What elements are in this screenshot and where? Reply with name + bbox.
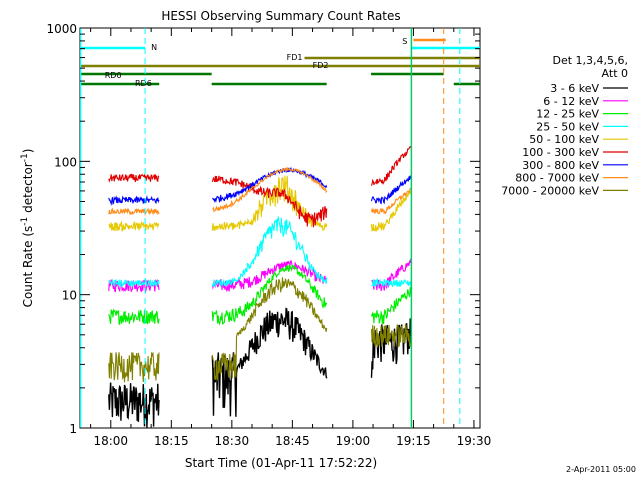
y-tick-label: 1000 — [46, 22, 77, 36]
legend-label: 100 - 300 keV — [522, 146, 599, 159]
flag-label-fd1: FD1 — [287, 53, 303, 62]
series-line — [108, 277, 412, 383]
series-line — [108, 175, 412, 233]
y-tick-label: 1 — [69, 422, 77, 436]
legend-label: 300 - 800 keV — [522, 159, 599, 172]
legend-header-line-2: Att 0 — [602, 67, 628, 80]
x-tick-label: 18:45 — [275, 434, 310, 448]
y-axis-label: Count Rate (s-1 detector-1) — [20, 149, 35, 308]
chart-title: HESSI Observing Summary Count Rates — [161, 9, 400, 23]
y-tick-label: 10 — [62, 289, 77, 303]
legend-label: 6 - 12 keV — [543, 95, 599, 108]
x-tick-label: 19:15 — [396, 434, 431, 448]
legend-header-line-1: Det 1,3,4,5,6, — [552, 54, 628, 67]
y-axis-label-close: ) — [21, 149, 35, 154]
x-tick-label: 19:00 — [336, 434, 371, 448]
series-line — [108, 215, 412, 289]
y-tick-label: 100 — [54, 155, 77, 169]
legend-label: 12 - 25 keV — [536, 108, 599, 121]
x-tick-label: 18:15 — [154, 434, 189, 448]
series-line — [108, 166, 412, 206]
series-line — [108, 145, 412, 228]
flags-layer: N S FD1 FD2 RD0 RD6 — [80, 28, 480, 428]
x-tick-label: 18:00 — [93, 434, 128, 448]
y-axis-label-sup-2: -1 — [20, 153, 30, 162]
series-line — [108, 166, 412, 216]
series-layer — [108, 145, 413, 428]
legend-label: 50 - 100 keV — [529, 133, 599, 146]
legend-label: 25 - 50 keV — [536, 120, 599, 133]
legend-label: 3 - 6 keV — [550, 82, 599, 95]
footer-date: 2-Apr-2011 05:00 — [566, 465, 636, 474]
series-line — [108, 258, 412, 293]
legend-label: 7000 - 20000 keV — [501, 184, 599, 197]
flag-label-n: N — [151, 43, 157, 52]
y-axis-label-sup: -1 — [20, 217, 30, 226]
flag-label-rd6: RD6 — [135, 79, 152, 88]
x-tick-label: 18:30 — [215, 434, 250, 448]
x-axis-label: Start Time (01-Apr-11 17:52:22) — [185, 456, 377, 470]
axis-layer: 18:00 18:15 18:30 18:45 19:00 19:15 19:30 1 10 10… — [46, 22, 491, 448]
legend-label: 800 - 7000 keV — [515, 172, 599, 185]
flag-label-fd2: FD2 — [313, 61, 329, 70]
y-axis-label-mid: detector — [21, 162, 35, 217]
flag-label-s: S — [402, 37, 407, 46]
x-tick-label: 19:30 — [457, 434, 492, 448]
y-axis-label-main: Count Rate (s — [21, 226, 35, 308]
flag-label-rd0: RD0 — [105, 71, 122, 80]
series-line — [108, 263, 412, 326]
